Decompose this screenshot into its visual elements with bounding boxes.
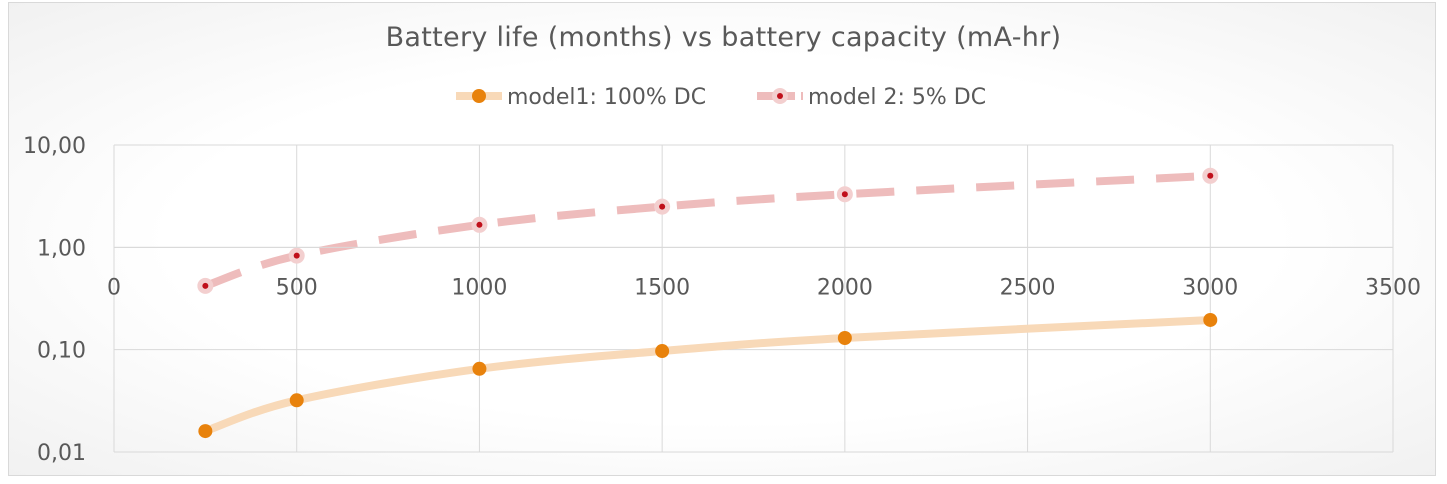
series-line — [204, 171, 1211, 290]
axis-layer: 10,00 1,00 0,10 0,01 0 500 1000 1500 2000 2500 300… — [23, 134, 1421, 466]
legend-marker — [777, 93, 783, 99]
series-1 — [198, 312, 1218, 439]
chart-title: Battery life (months) vs battery capacit… — [385, 22, 1062, 53]
x-tick-label: 2000 — [817, 275, 873, 300]
data-point — [837, 331, 852, 346]
data-point — [655, 344, 670, 359]
series-2 — [197, 167, 1219, 294]
x-tick-label: 3000 — [1182, 275, 1238, 300]
series-line — [204, 315, 1211, 435]
x-tick-label: 3500 — [1365, 275, 1421, 300]
x-tick-label: 0 — [107, 275, 121, 300]
data-point — [659, 203, 666, 210]
legend-item-model2: model 2: 5% DC — [757, 85, 986, 110]
y-tick-label: 10,00 — [23, 134, 86, 159]
y-tick-label: 0,01 — [37, 441, 86, 466]
data-point — [202, 282, 209, 289]
data-point — [289, 393, 304, 408]
legend-label: model1: 100% DC — [507, 85, 706, 110]
legend-item-model1: model1: 100% DC — [456, 85, 706, 110]
data-point — [841, 191, 848, 198]
data-point — [476, 221, 483, 228]
x-tick-label: 1000 — [451, 275, 507, 300]
legend-layer: model1: 100% DC model 2: 5% DC — [456, 85, 986, 110]
data-point — [198, 424, 213, 439]
chart-frame — [8, 2, 1436, 476]
legend-marker — [472, 89, 486, 103]
legend-label: model 2: 5% DC — [808, 85, 986, 110]
data-point — [472, 361, 487, 376]
y-tick-label: 0,10 — [37, 339, 86, 364]
data-point — [1207, 172, 1214, 179]
series-layer — [197, 167, 1219, 439]
data-point — [293, 252, 300, 259]
data-point — [1203, 312, 1218, 327]
y-tick-label: 1,00 — [37, 236, 86, 261]
x-tick-label: 1500 — [634, 275, 690, 300]
x-tick-label: 2500 — [1000, 275, 1056, 300]
x-tick-label: 500 — [276, 275, 318, 300]
